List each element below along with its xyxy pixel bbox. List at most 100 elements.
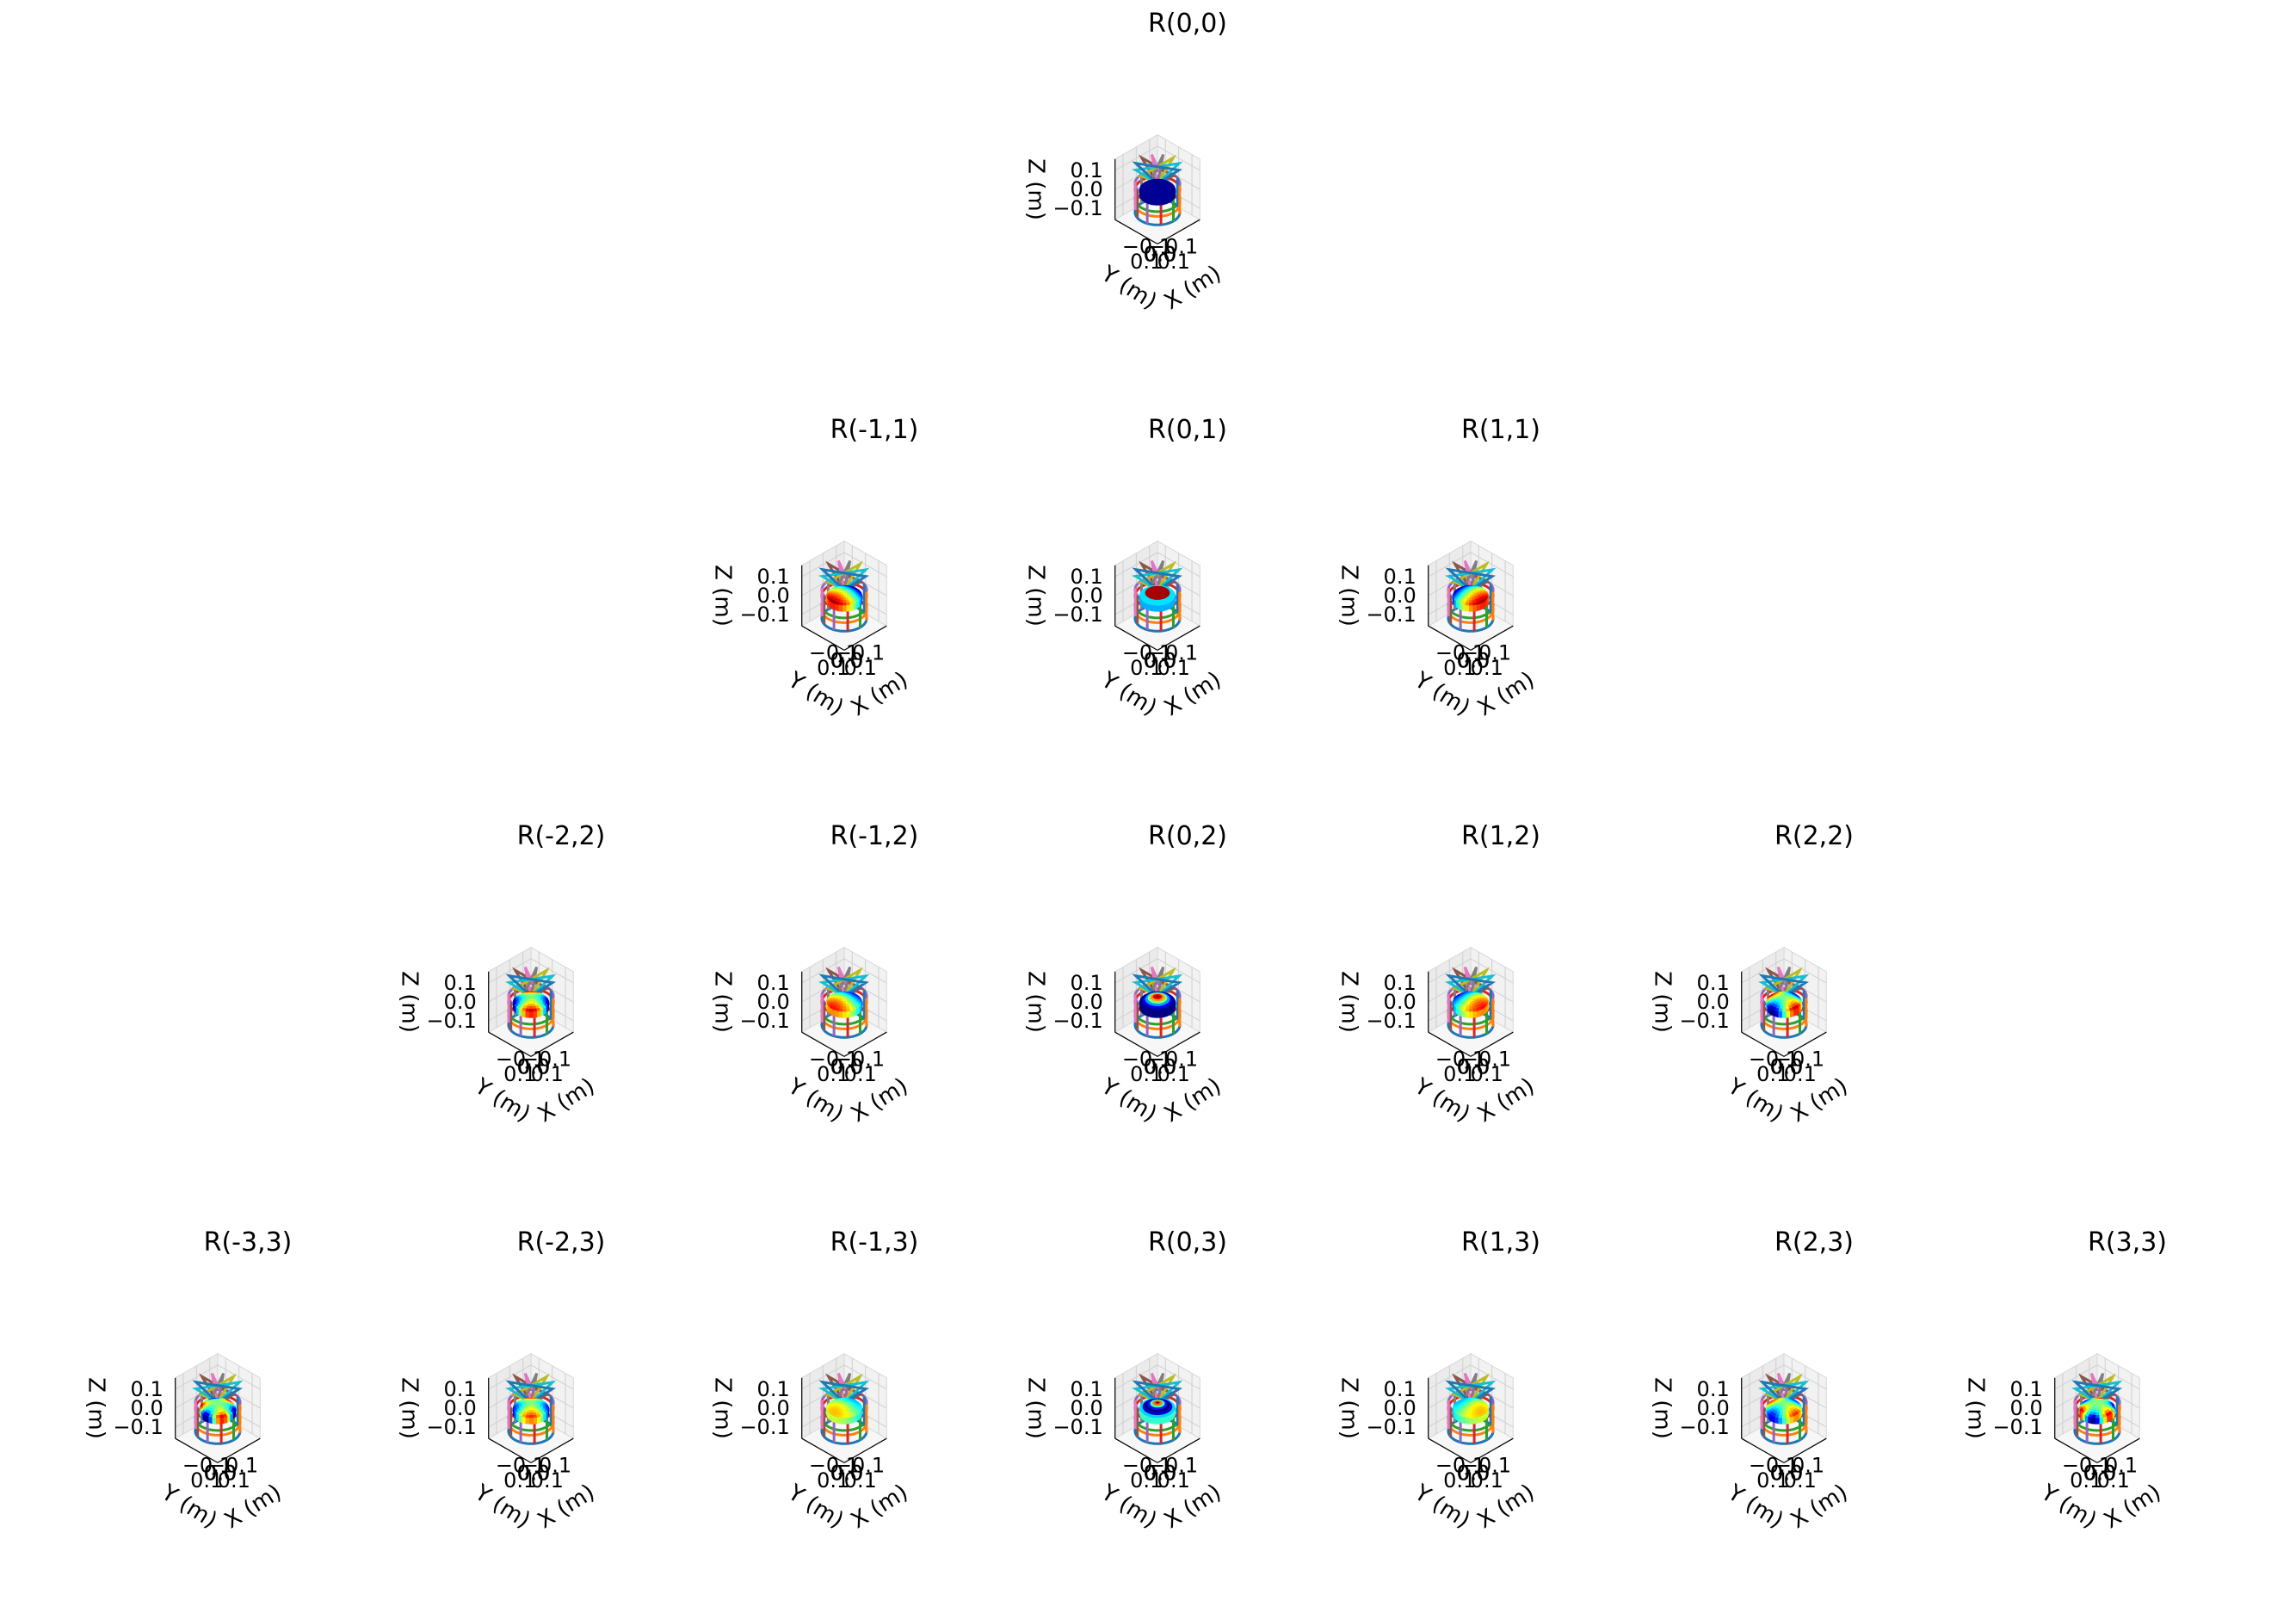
surface-rim (1786, 1011, 1791, 1018)
surface-patch (1781, 1009, 1787, 1012)
surface-rim (831, 1008, 836, 1017)
z-tick-label: 0.0 (1071, 990, 1103, 1014)
surface-patch (1781, 1005, 1787, 1010)
y-tick-label: 0.0 (204, 1461, 237, 1485)
grid-line (1741, 1383, 1785, 1409)
y-axis-line (1470, 1031, 1514, 1057)
y-tick-label: 0.0 (1770, 1054, 1803, 1079)
surface-patch (1468, 603, 1473, 606)
y-tick-label: 0.1 (1130, 1062, 1163, 1086)
field-surface (825, 991, 863, 1018)
surface-rim (1472, 1011, 1478, 1018)
grid-line (217, 1383, 261, 1409)
z-tick-label: −0.1 (113, 1415, 163, 1439)
grid-line (1470, 958, 1514, 984)
y-tick-label: −0.1 (1461, 640, 1511, 664)
surface-patch (842, 1009, 847, 1012)
x-tick-label: 0.1 (531, 1062, 564, 1086)
z-axis-label: Z (m) (83, 1377, 109, 1439)
field-surface (1139, 178, 1176, 206)
field-surface (1139, 991, 1176, 1018)
surface-rim (1460, 603, 1466, 612)
y-tick-label: −0.1 (1148, 1453, 1198, 1477)
coil-dome-arc (818, 567, 870, 591)
subplot-r-12: R(-1,2) −0.1 −0.1 0.1 0.0 0.0 0.0 0.1 0.1 −0.1 X (… (710, 821, 1034, 1191)
surface-rim (1458, 602, 1462, 611)
coil-dome-arc (2071, 1380, 2123, 1404)
x-tick-label: −0.1 (182, 1453, 232, 1477)
z-tick-label: 0.1 (757, 971, 790, 995)
y-tick-label: 0.0 (1144, 242, 1176, 266)
surface-rim (1777, 1417, 1782, 1425)
z-tick-label: 0.0 (444, 990, 477, 1014)
tick-labels: −0.1−0.10.10.00.00.00.10.1−0.1 (739, 565, 885, 680)
subplot-title: R(0,3) (1148, 1227, 1227, 1258)
surface-rim (1789, 1010, 1794, 1018)
grid-line (801, 571, 845, 596)
y-tick-label: 0.1 (817, 1062, 849, 1086)
x-tick-label: 0.0 (1770, 1461, 1803, 1485)
z-tick-label: 0.0 (1071, 177, 1103, 201)
coil-dome-arc (818, 567, 870, 591)
surface-rim (230, 1412, 233, 1422)
surface-rim (1771, 1414, 1775, 1424)
x-tick-label: −0.1 (1435, 640, 1485, 664)
tick-labels: −0.1−0.10.10.00.00.00.10.1−0.1 (426, 971, 571, 1086)
x-tick-label: −0.1 (1122, 1047, 1172, 1071)
surface-rim (1476, 1416, 1481, 1425)
surface-rim (1163, 603, 1168, 612)
surface-rim (211, 1417, 216, 1425)
surface-rim (1159, 198, 1164, 206)
coil-dome-arc (818, 1380, 870, 1404)
grid-line (1114, 164, 1158, 190)
axes3d: −0.1−0.10.10.00.00.00.10.1−0.1X (m)Y (m)… (1023, 540, 1225, 721)
surface-rim (2087, 1416, 2092, 1425)
field-surface (1139, 584, 1176, 612)
x-tick-label: −0.1 (809, 1047, 859, 1071)
surface-patch (2095, 1412, 2100, 1416)
subplot-title: R(0,0) (1148, 9, 1227, 39)
surface-patch (1155, 1412, 1160, 1416)
surface-rim (1163, 197, 1168, 206)
surface-patch (528, 1415, 534, 1418)
field-surface (825, 1397, 863, 1425)
z-tick-label: −0.1 (1052, 1415, 1102, 1439)
surface-patch (1774, 1398, 1780, 1400)
x-tick-label: 0.1 (2097, 1468, 2130, 1493)
x-tick-label: 0.1 (1471, 656, 1503, 680)
surface-rim (215, 1418, 220, 1425)
axis-lines (801, 971, 887, 1057)
surface-rim (1460, 1416, 1466, 1425)
z-tick-label: 0.0 (757, 584, 790, 608)
grid-line (843, 977, 887, 1003)
subplot-title: R(3,3) (2088, 1227, 2167, 1258)
surface-rim (1155, 1011, 1160, 1018)
surface-rim (1166, 1008, 1170, 1017)
y-tick-label: −0.1 (208, 1453, 258, 1477)
z-axis-label: Z (m) (710, 971, 736, 1033)
axis-lines (1114, 565, 1200, 651)
x-tick-label: 0.1 (218, 1468, 250, 1493)
y-tick-label: 0.1 (1443, 656, 1476, 680)
coil-dome-arc (1444, 973, 1497, 998)
z-tick-label: −0.1 (1992, 1415, 2042, 1439)
grid-line (1470, 977, 1514, 1003)
axes3d: −0.1−0.10.10.00.00.00.10.1−0.1X (m)Y (m)… (710, 1352, 912, 1534)
surface-rim (1159, 1011, 1164, 1018)
surface-rim (849, 603, 855, 612)
surface-rim (1147, 197, 1152, 206)
y-tick-label: 0.0 (830, 648, 863, 672)
x-tick-label: −0.1 (1122, 1453, 1172, 1477)
x-tick-label: 0.0 (830, 1461, 863, 1485)
surface-rim (540, 1008, 544, 1017)
axes3d: −0.1−0.10.10.00.00.00.10.1−0.1X (m)Y (m)… (83, 1352, 286, 1534)
grid-line (530, 1364, 574, 1390)
surface-rim (1774, 1416, 1779, 1425)
coil-dome-arc (1131, 973, 1183, 998)
axis-lines (1114, 158, 1200, 244)
subplot-r-11: R(-1,1) −0.1 −0.1 0.1 0.0 0.0 0.0 0.1 0.1 −0.1 X (… (710, 415, 1034, 785)
surface-rim (1464, 1417, 1469, 1425)
z-tick-label: −0.1 (1679, 1415, 1729, 1439)
y-tick-label: 0.0 (1144, 1054, 1176, 1079)
subplot-title: R(1,2) (1461, 821, 1540, 851)
